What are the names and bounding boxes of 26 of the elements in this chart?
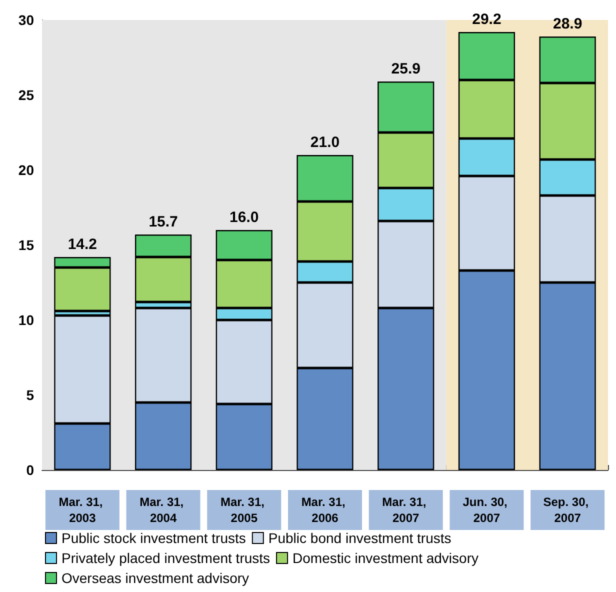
total-label: 14.2 xyxy=(68,236,98,253)
legend-label: Domestic investment advisory xyxy=(292,550,478,566)
total-label: 16.0 xyxy=(230,209,259,226)
y-tick-label: 20 xyxy=(18,162,34,178)
total-label: 28.9 xyxy=(552,16,582,32)
legend-label: Public bond investment trusts xyxy=(268,530,452,546)
x-tick-label: Mar. 31, 2005 xyxy=(220,495,268,525)
total-label: 29.2 xyxy=(472,11,502,28)
x-tick-label: Mar. 31, 2004 xyxy=(140,495,187,525)
x-tick-label: Mar. 31, 2006 xyxy=(301,495,349,525)
legend-label: Privately placed investment trusts xyxy=(62,550,270,566)
x-tick-label: Jun. 30, 2007 xyxy=(462,495,511,525)
x-tick-label: Sep. 30, 2007 xyxy=(543,495,592,525)
y-tick-label: 15 xyxy=(18,237,34,253)
y-tick-label: 5 xyxy=(26,387,34,403)
x-tick-label: Mar. 31, 2007 xyxy=(382,495,430,525)
y-tick-label: 0 xyxy=(26,462,34,478)
legend-label: Overseas investment advisory xyxy=(62,570,250,586)
x-tick-label: Mar. 31, 2003 xyxy=(58,495,106,525)
total-label: 25.9 xyxy=(391,60,420,78)
y-tick-label: 25 xyxy=(18,87,34,103)
y-tick-label: 30 xyxy=(18,12,34,28)
legend-label: Public stock investment trusts xyxy=(62,530,246,546)
total-label: 15.7 xyxy=(148,214,178,230)
total-label: 21.0 xyxy=(310,134,340,151)
y-tick-label: 10 xyxy=(18,312,34,328)
